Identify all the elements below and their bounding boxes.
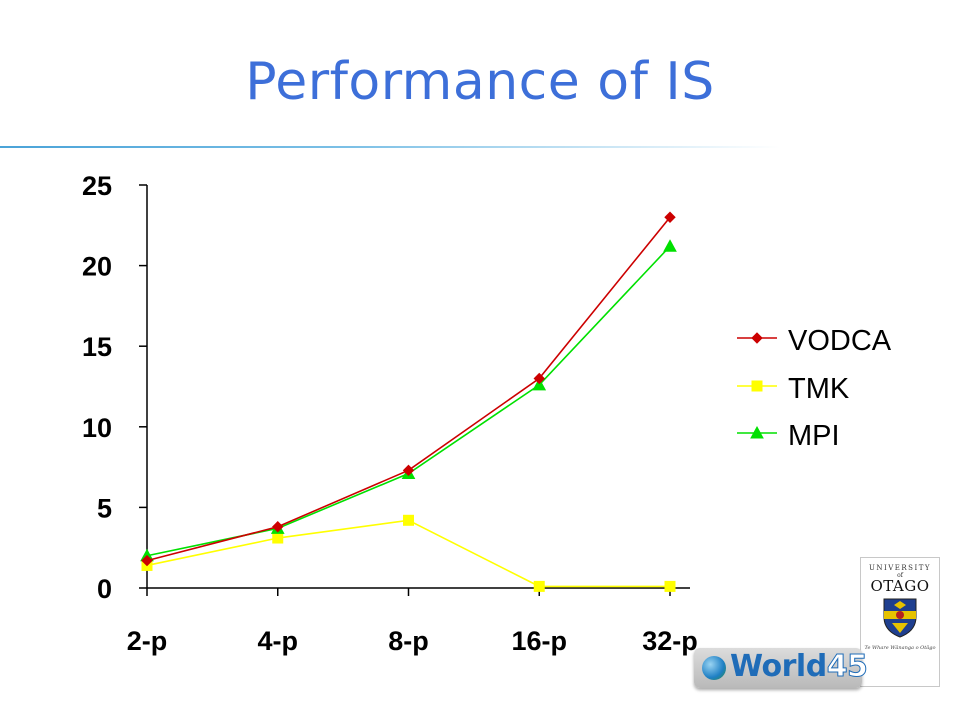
data-point-vodca (402, 464, 415, 477)
legend-marker-vodca (751, 332, 763, 344)
otago-logo-of-text: of (897, 572, 903, 579)
data-point-vodca (664, 211, 676, 223)
x-tick-label: 32-p (642, 626, 698, 656)
otago-crest-icon (883, 598, 917, 638)
data-point-tmk (664, 580, 676, 592)
world45-logo-number: 45 (826, 649, 868, 685)
data-point-mpi (663, 239, 677, 252)
series-line-mpi (146, 245, 671, 557)
legend-label-tmk: TMK (788, 373, 850, 405)
slide-title: Performance of IS (245, 52, 715, 112)
x-tick-label: 4-p (258, 626, 299, 656)
data-point-tmk (272, 532, 284, 544)
data-point-vodca (141, 554, 153, 567)
x-tick-label: 2-p (127, 626, 168, 656)
data-point-tmk (403, 514, 414, 526)
series-line-tmk (146, 519, 670, 588)
otago-logo-name-text: OTAGO (870, 577, 930, 595)
data-point-mpi (532, 377, 547, 391)
university-of-otago-logo: UNIVERSITY of OTAGO Te Whare Wānanga o O… (860, 557, 940, 687)
x-tick-label: 8-p (388, 626, 429, 656)
y-tick-label: 5 (97, 493, 112, 523)
y-tick-label: 0 (97, 574, 112, 604)
legend-label-mpi: MPI (788, 420, 840, 452)
y-tick-label: 10 (82, 413, 112, 443)
otago-logo-university-text: UNIVERSITY (868, 564, 932, 572)
data-point-tmk (533, 580, 545, 592)
legend-marker-mpi (750, 425, 764, 439)
otago-logo-motto-text: Te Whare Wānanga o Otāgo (864, 645, 936, 651)
world45-logo: World45 (694, 648, 868, 688)
line-chart: 0 5 10 15 20 25 2-p 4-p 8-p 16-p 32-p VODCA TMK MPI (82, 171, 892, 656)
legend-marker-tmk (751, 380, 763, 392)
title-underline (0, 146, 780, 148)
globe-icon (702, 656, 726, 680)
world45-logo-text: World (730, 649, 827, 684)
y-tick-label: 20 (82, 252, 112, 282)
x-tick-label: 16-p (511, 626, 567, 656)
legend-label-vodca: VODCA (788, 325, 892, 357)
y-tick-label: 25 (82, 171, 112, 201)
series-line-vodca (146, 216, 671, 562)
y-tick-label: 15 (82, 332, 112, 362)
data-point-vodca (533, 372, 545, 385)
data-point-vodca (272, 521, 284, 533)
